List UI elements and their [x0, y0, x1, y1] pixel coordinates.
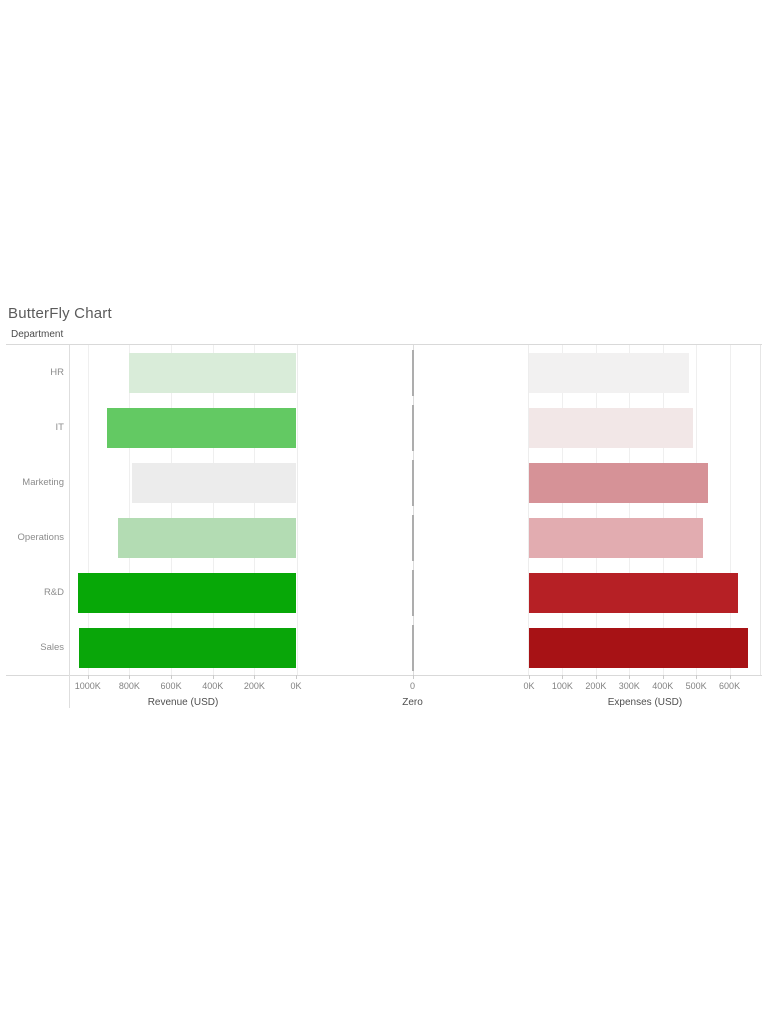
axis-tick	[662, 675, 664, 679]
axis-tick-label: 1000K	[74, 681, 101, 691]
bottom-axis-line	[6, 675, 762, 676]
expense-bar-it[interactable]	[529, 407, 693, 448]
zero-mark-marketing[interactable]	[412, 459, 414, 506]
pane-border-left-middle	[297, 345, 298, 675]
axis-tick-label: 0K	[290, 681, 302, 691]
gridline-revenue-usd--400k	[212, 345, 214, 675]
axis-tick-label: 200K	[243, 681, 265, 691]
axis-tick	[171, 675, 173, 679]
gridline-expenses-usd--100k	[562, 345, 564, 675]
row-label-sales: Sales	[40, 641, 64, 653]
axis-title-revenue: Revenue (USD)	[147, 697, 219, 708]
axis-tick	[296, 675, 297, 679]
axis-tick-label: 600K	[719, 681, 741, 691]
zero-mark-sales[interactable]	[412, 624, 414, 671]
zero-mark-it[interactable]	[412, 404, 414, 451]
header-divider-line	[6, 344, 762, 345]
pane-border-right-edge	[760, 345, 761, 675]
gridline-expenses-usd--500k	[696, 345, 698, 675]
revenue-bar-hr[interactable]	[129, 352, 296, 393]
row-label-operations: Operations	[17, 531, 64, 543]
axis-tick-label: 600K	[160, 681, 182, 691]
axis-tick-label: 800K	[118, 681, 140, 691]
expense-bar-rd[interactable]	[529, 572, 738, 613]
gridline-revenue-usd--600k	[171, 345, 173, 675]
gridline-revenue-usd--200k	[254, 345, 256, 675]
axis-tick-label: 0	[409, 681, 415, 691]
zero-axis-line	[412, 345, 414, 675]
expense-bar-marketing[interactable]	[529, 462, 708, 503]
axis-tick-label: 400K	[202, 681, 224, 691]
gridline-expenses-usd--600k	[729, 345, 731, 675]
expense-bar-operations[interactable]	[529, 517, 703, 558]
axis-tick-label: 400K	[652, 681, 674, 691]
row-label-it: IT	[55, 421, 64, 433]
axis-tick	[696, 675, 698, 679]
axis-title-zero: Zero	[402, 697, 423, 708]
row-label-hr: HR	[50, 366, 64, 378]
axis-tick	[529, 675, 530, 679]
revenue-bar-operations[interactable]	[117, 517, 296, 558]
revenue-bar-sales[interactable]	[79, 627, 296, 668]
expense-bar-hr[interactable]	[529, 352, 690, 393]
axis-tick-label: 300K	[618, 681, 640, 691]
axis-tick-label: 500K	[685, 681, 707, 691]
axis-tick	[212, 675, 214, 679]
gridline-expenses-usd--400k	[662, 345, 664, 675]
chart-title: ButterFly Chart	[8, 305, 112, 322]
axis-tick	[729, 675, 731, 679]
axis-tick-label: 100K	[551, 681, 573, 691]
zero-mark-operations[interactable]	[412, 514, 414, 561]
gridline-revenue-usd--1000k	[87, 345, 89, 675]
axis-tick-label: 200K	[585, 681, 607, 691]
revenue-bar-it[interactable]	[106, 407, 296, 448]
revenue-bar-rd[interactable]	[78, 572, 296, 613]
axis-tick	[629, 675, 631, 679]
zero-mark-hr[interactable]	[412, 349, 414, 396]
gridline-revenue-usd--800k	[129, 345, 131, 675]
gridline-expenses-usd--200k	[595, 345, 597, 675]
axis-tick	[562, 675, 564, 679]
axis-tick	[595, 675, 597, 679]
axis-tick	[87, 675, 89, 679]
row-label-marketing: Marketing	[22, 476, 64, 488]
axis-tick	[412, 675, 414, 679]
row-header-separator-line	[69, 345, 70, 708]
pane-border-middle-right	[528, 345, 529, 675]
row-label-rd: R&D	[43, 586, 64, 598]
axis-tick	[129, 675, 131, 679]
zero-mark-rd[interactable]	[412, 569, 414, 616]
row-axis-header: Department	[11, 329, 64, 340]
axis-tick	[254, 675, 256, 679]
expense-bar-sales[interactable]	[529, 627, 748, 668]
axis-tick-label: 0K	[523, 681, 535, 691]
axis-title-expenses: Expenses (USD)	[607, 697, 683, 708]
gridline-expenses-usd--300k	[629, 345, 631, 675]
revenue-bar-marketing[interactable]	[131, 462, 296, 503]
